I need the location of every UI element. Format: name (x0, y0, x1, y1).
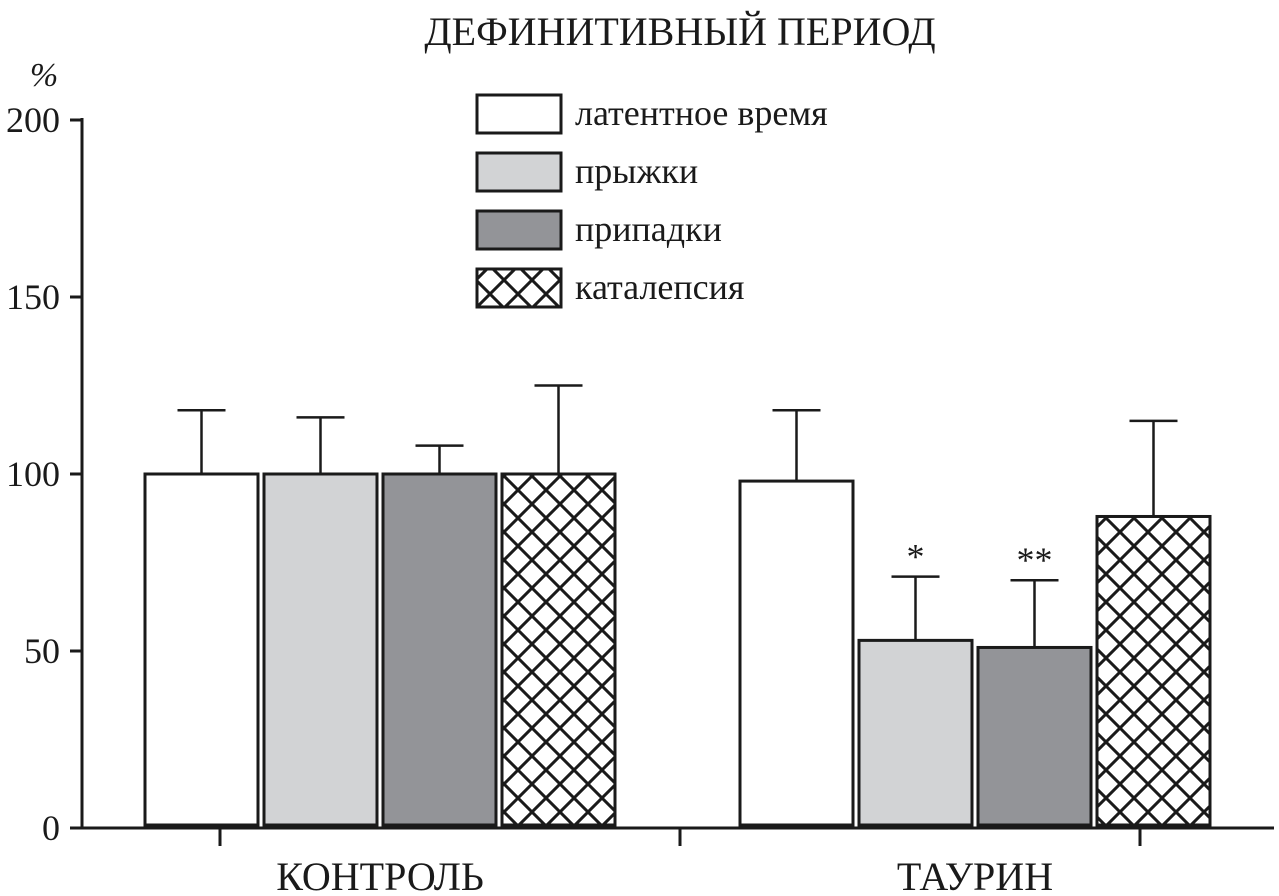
significance-marker: ** (1017, 540, 1053, 580)
legend-label: припадки (575, 209, 722, 249)
y-axis-label: % (30, 57, 58, 94)
legend-label: прыжки (575, 151, 698, 191)
bar (1095, 514, 1212, 827)
legend-swatch (475, 267, 563, 309)
significance-marker: * (907, 537, 925, 577)
bar (500, 472, 617, 827)
y-tick-label: 100 (6, 454, 60, 494)
bar (976, 645, 1093, 827)
bar (857, 638, 974, 827)
bar (381, 472, 498, 827)
y-tick-label: 50 (24, 631, 60, 671)
bars: * ** (143, 384, 1212, 827)
legend-label: каталепсия (575, 267, 744, 307)
chart-title: ДЕФИНИТИВНЫЙ ПЕРИОД (424, 9, 935, 54)
y-tick-label: 200 (6, 100, 60, 140)
legend-swatch (475, 93, 563, 135)
bar (738, 479, 855, 827)
y-axis-ticks: 0 50 100 150 200 (6, 100, 82, 848)
bar (262, 472, 379, 827)
x-category-label: КОНТРОЛЬ (276, 854, 484, 896)
bar (143, 472, 260, 827)
y-tick-label: 150 (6, 277, 60, 317)
legend: латентное время прыжки припадки каталепсия (475, 93, 828, 309)
x-category-label: ТАУРИН (897, 854, 1053, 896)
y-tick-label: 0 (42, 808, 60, 848)
legend-swatch (475, 151, 563, 193)
x-axis-category-labels: КОНТРОЛЬ ТАУРИН (218, 828, 1142, 896)
legend-label: латентное время (575, 93, 828, 133)
legend-swatch (475, 209, 563, 251)
